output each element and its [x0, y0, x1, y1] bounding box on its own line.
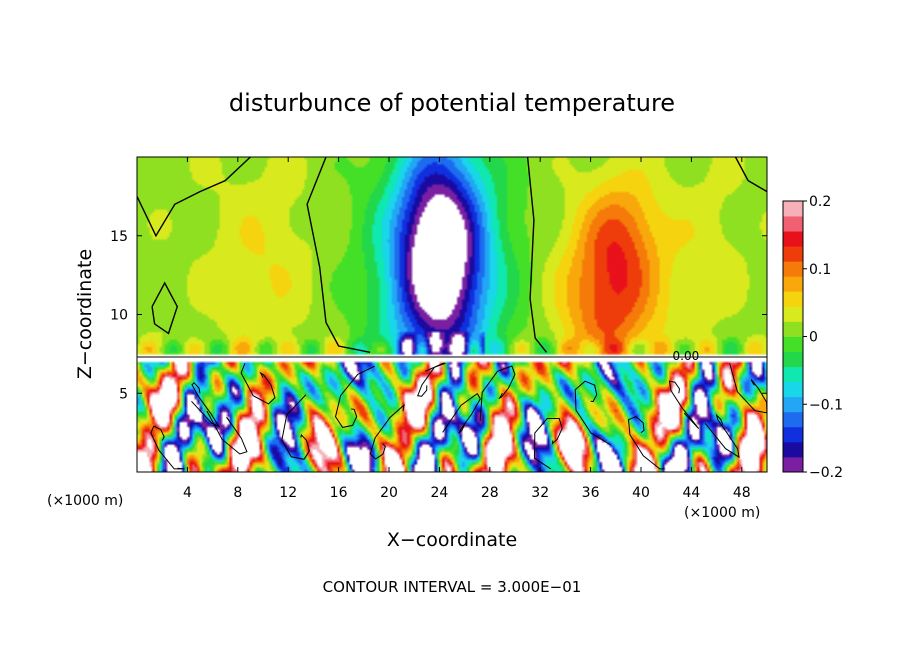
contour-line-low-14: [668, 380, 700, 430]
colorbar-tick-label: 0.2: [809, 194, 831, 210]
x-unit-left: (×1000 m): [47, 493, 123, 509]
colorbar-tick-label: 0: [809, 330, 818, 346]
contour-line-low-11: [533, 418, 563, 470]
contour-line-5: [151, 281, 179, 335]
contour-line-low-6: [334, 365, 375, 428]
colorbar-segment: [783, 456, 803, 473]
colorbar-segment: [783, 441, 803, 458]
colorbar-segment: [783, 291, 803, 307]
contour-line-low-4: [240, 363, 276, 405]
x-tick-label: 28: [481, 485, 499, 501]
y-axis-ticks: 5 10 15: [110, 229, 767, 402]
colorbar-segment: [783, 276, 803, 292]
x-tick-label: 24: [430, 485, 448, 501]
colorbar-segment: [783, 306, 803, 322]
colorbar-segment: [783, 246, 803, 262]
colorbar-segment: [783, 411, 803, 428]
colorbar-segment: [783, 261, 803, 277]
contour-line-1: [137, 157, 251, 238]
x-tick-label: 4: [183, 485, 192, 501]
contour-line-low-15: [704, 413, 740, 459]
contour-line-low-3: [206, 410, 248, 455]
x-tick-label: 20: [380, 485, 398, 501]
x-tick-label: 16: [330, 485, 348, 501]
contour-label: 0.00: [673, 349, 700, 363]
colorbar-segment: [783, 231, 803, 247]
colorbar-segment: [783, 366, 803, 383]
contour-line-low-12: [574, 380, 611, 446]
plot-area: [137, 157, 767, 472]
colorbar-segment: [783, 321, 803, 337]
x-axis-ticks: 4 8 12 16 20 24 28 32 36 40 44 48: [183, 157, 751, 501]
y-tick-label: 10: [110, 308, 128, 324]
contour-interval-footer: CONTOUR INTERVAL = 3.000E−01: [323, 578, 582, 596]
colorbar-tick-label: 0.1: [809, 262, 831, 278]
x-tick-label: 8: [233, 485, 242, 501]
colorbar-segment: [783, 426, 803, 443]
x-tick-label: 36: [582, 485, 600, 501]
contour-line-2: [306, 157, 371, 353]
colorbar-segment: [783, 336, 803, 352]
x-axis-label: X−coordinate: [387, 529, 517, 551]
x-tick-label: 32: [531, 485, 549, 501]
colorbar-tick-label: −0.2: [809, 465, 843, 481]
contour-line-3: [526, 157, 548, 353]
contour-line-4: [734, 157, 767, 193]
colorbar-segment: [783, 351, 803, 368]
chart-title: disturbunce of potential temperature: [229, 89, 675, 117]
colorbar-segment: [783, 201, 803, 217]
x-tick-label: 40: [632, 485, 650, 501]
y-tick-label: 15: [110, 229, 128, 245]
contour-line-low-5: [281, 394, 310, 460]
contour-line-low-9: [442, 392, 481, 434]
colorbar-ticks: 0.2 0.1 0 −0.1 −0.2: [803, 194, 843, 481]
x-tick-label: 48: [733, 485, 751, 501]
potential-temperature-field: [137, 157, 767, 472]
x-tick-label: 12: [279, 485, 297, 501]
colorbar: [782, 200, 804, 473]
contour-line-low-8: [416, 362, 446, 397]
contour-line-low-10: [479, 365, 516, 421]
contour-line-low-7: [369, 403, 405, 460]
colorbar-tick-label: −0.1: [809, 397, 843, 413]
contour-line-low-1: [150, 425, 185, 470]
colorbar-segment: [783, 396, 803, 413]
x-tick-label: 44: [682, 485, 700, 501]
colorbar-segment: [783, 381, 803, 398]
colorbar-segment: [783, 216, 803, 232]
contour-line-low-13: [627, 416, 665, 470]
y-tick-label: 5: [119, 386, 128, 402]
x-unit-right: (×1000 m): [684, 505, 760, 521]
y-axis-label: Z−coordinate: [74, 249, 96, 379]
